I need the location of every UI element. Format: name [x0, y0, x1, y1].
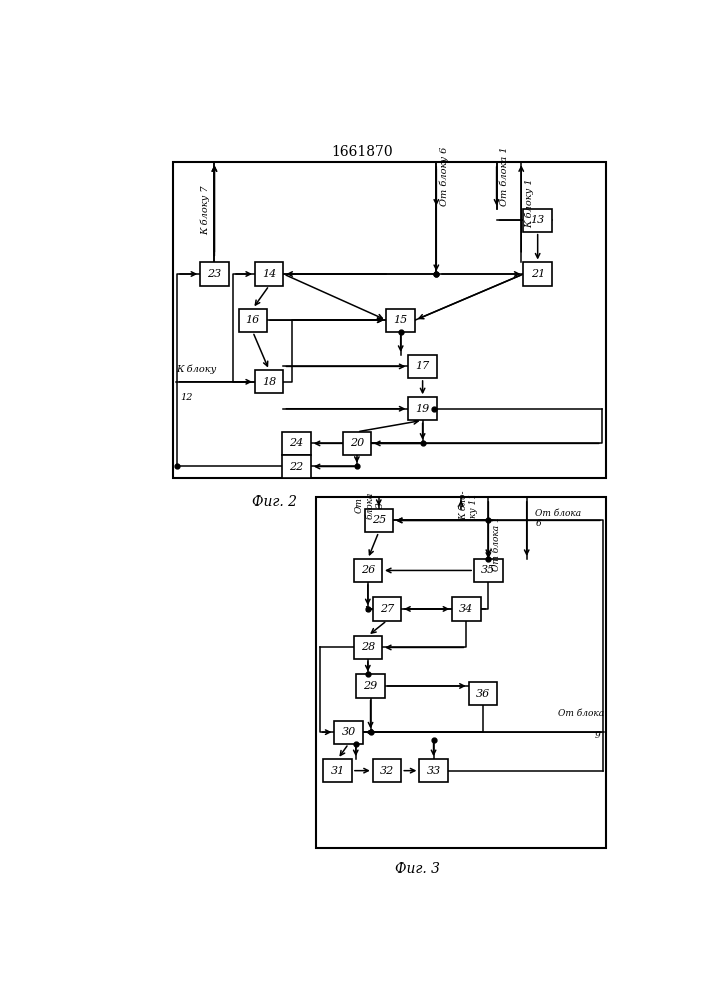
- Text: От блоку 6: От блоку 6: [439, 146, 449, 206]
- Text: 36: 36: [476, 689, 490, 699]
- FancyBboxPatch shape: [373, 597, 402, 620]
- Text: 13: 13: [530, 215, 545, 225]
- Text: 14: 14: [262, 269, 276, 279]
- Text: Фиг. 3: Фиг. 3: [395, 862, 440, 876]
- FancyBboxPatch shape: [334, 721, 363, 744]
- Text: 27: 27: [380, 604, 394, 614]
- Text: От
блока
3: От блока 3: [355, 491, 385, 519]
- FancyBboxPatch shape: [469, 682, 497, 705]
- FancyBboxPatch shape: [238, 309, 267, 332]
- Bar: [173, 162, 606, 478]
- Text: 30: 30: [341, 727, 356, 737]
- FancyBboxPatch shape: [373, 759, 402, 782]
- Text: К блоку: К блоку: [176, 365, 216, 374]
- Text: 26: 26: [361, 565, 375, 575]
- Text: 28: 28: [361, 642, 375, 652]
- Text: От блока 1: От блока 1: [491, 517, 501, 571]
- FancyBboxPatch shape: [354, 559, 382, 582]
- Text: К блоку 1: К блоку 1: [524, 178, 534, 228]
- FancyBboxPatch shape: [255, 262, 284, 286]
- FancyBboxPatch shape: [200, 262, 228, 286]
- FancyBboxPatch shape: [282, 432, 311, 455]
- FancyBboxPatch shape: [356, 674, 385, 698]
- Text: От блока 1: От блока 1: [500, 146, 509, 206]
- Text: 20: 20: [350, 438, 364, 448]
- Text: 34: 34: [460, 604, 474, 614]
- FancyBboxPatch shape: [354, 636, 382, 659]
- Text: От блока: От блока: [558, 709, 604, 718]
- Text: 12: 12: [181, 393, 193, 402]
- Text: 35: 35: [481, 565, 496, 575]
- Text: 21: 21: [530, 269, 545, 279]
- Text: 23: 23: [207, 269, 221, 279]
- Text: К бло-
ку 11: К бло- ку 11: [459, 490, 479, 520]
- Text: К блоку 7: К блоку 7: [201, 186, 211, 235]
- FancyBboxPatch shape: [523, 209, 552, 232]
- Text: 16: 16: [245, 315, 260, 325]
- Bar: [316, 497, 606, 848]
- FancyBboxPatch shape: [409, 355, 437, 378]
- Text: 9: 9: [595, 731, 600, 740]
- FancyBboxPatch shape: [282, 455, 311, 478]
- FancyBboxPatch shape: [255, 370, 284, 393]
- Text: 17: 17: [416, 361, 430, 371]
- FancyBboxPatch shape: [343, 432, 371, 455]
- FancyBboxPatch shape: [387, 309, 415, 332]
- Text: Фиг. 2: Фиг. 2: [252, 495, 297, 509]
- Text: 31: 31: [331, 766, 345, 776]
- FancyBboxPatch shape: [523, 262, 552, 286]
- FancyBboxPatch shape: [409, 397, 437, 420]
- FancyBboxPatch shape: [452, 597, 481, 620]
- Text: 25: 25: [372, 515, 386, 525]
- Text: 15: 15: [394, 315, 408, 325]
- Text: 18: 18: [262, 377, 276, 387]
- Text: 22: 22: [289, 462, 304, 472]
- Text: 33: 33: [426, 766, 440, 776]
- Text: 29: 29: [363, 681, 378, 691]
- Text: 19: 19: [416, 404, 430, 414]
- Text: 32: 32: [380, 766, 394, 776]
- Text: 1661870: 1661870: [332, 145, 393, 159]
- FancyBboxPatch shape: [419, 759, 448, 782]
- FancyBboxPatch shape: [365, 509, 393, 532]
- FancyBboxPatch shape: [323, 759, 352, 782]
- Text: 24: 24: [289, 438, 304, 448]
- Text: От блока
6: От блока 6: [535, 509, 582, 528]
- FancyBboxPatch shape: [474, 559, 503, 582]
